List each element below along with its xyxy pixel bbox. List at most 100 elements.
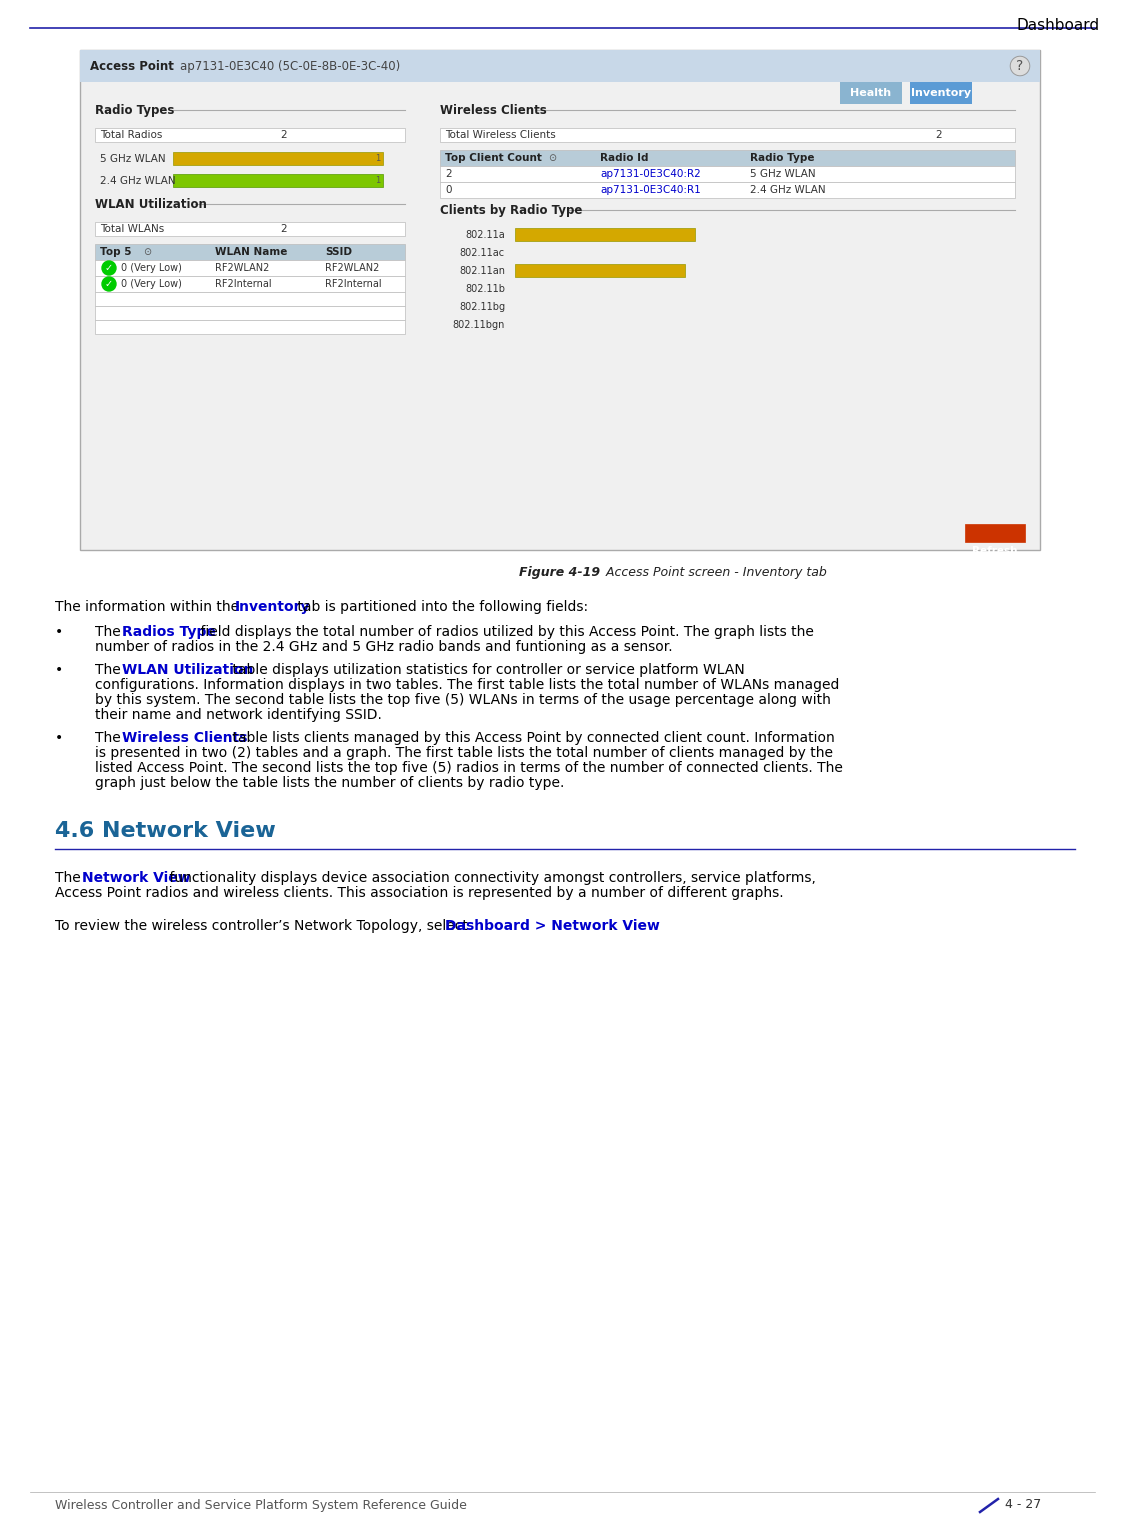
Text: functionality displays device association connectivity amongst controllers, serv: functionality displays device associatio… [165,871,816,884]
Text: configurations. Information displays in two tables. The first table lists the to: configurations. Information displays in … [94,678,839,692]
Text: 802.11bg: 802.11bg [459,302,505,313]
Text: Access Point radios and wireless clients. This association is represented by a n: Access Point radios and wireless clients… [55,886,784,900]
Text: ap7131-0E3C40:R2: ap7131-0E3C40:R2 [600,168,701,179]
Text: field displays the total number of radios utilized by this Access Point. The gra: field displays the total number of radio… [196,625,813,639]
Text: RF2Internal: RF2Internal [325,279,381,290]
FancyBboxPatch shape [94,221,405,237]
Text: number of radios in the 2.4 GHz and 5 GHz radio bands and funtioning as a sensor: number of radios in the 2.4 GHz and 5 GH… [94,640,673,654]
FancyBboxPatch shape [94,306,405,320]
Text: 802.11a: 802.11a [466,231,505,240]
Text: WLAN Name: WLAN Name [215,247,287,256]
Text: tab is partitioned into the following fields:: tab is partitioned into the following fi… [292,601,588,614]
Text: table displays utilization statistics for controller or service platform WLAN: table displays utilization statistics fo… [228,663,745,677]
FancyBboxPatch shape [440,165,1015,182]
FancyBboxPatch shape [173,174,382,187]
Text: 4 - 27: 4 - 27 [1005,1499,1042,1511]
Text: Access Point screen - Inventory tab: Access Point screen - Inventory tab [598,566,827,578]
Text: by this system. The second table lists the top five (5) WLANs in terms of the us: by this system. The second table lists t… [94,693,831,707]
FancyBboxPatch shape [965,523,1025,542]
Text: Figure 4-19: Figure 4-19 [520,566,601,578]
FancyBboxPatch shape [515,228,695,241]
Text: ?: ? [1016,59,1024,73]
Text: Top Client Count: Top Client Count [446,153,542,162]
Text: Radios Type: Radios Type [122,625,216,639]
Text: Inventory: Inventory [235,601,311,614]
Text: 1: 1 [375,155,380,162]
Text: 802.11an: 802.11an [459,265,505,276]
Text: Radio Types: Radio Types [94,103,174,117]
Text: Access Point: Access Point [90,59,174,73]
Text: Wireless Controller and Service Platform System Reference Guide: Wireless Controller and Service Platform… [55,1499,467,1511]
Text: Network View: Network View [82,871,190,884]
Text: 0: 0 [446,185,451,196]
Text: •: • [55,663,63,677]
Text: Total Radios: Total Radios [100,130,162,140]
FancyBboxPatch shape [94,259,405,276]
Circle shape [102,261,116,275]
Text: ap7131-0E3C40:R1: ap7131-0E3C40:R1 [600,185,701,196]
Text: SSID: SSID [325,247,352,256]
Text: ⊙: ⊙ [143,247,151,256]
FancyBboxPatch shape [515,264,685,278]
FancyBboxPatch shape [80,50,1040,551]
Text: ap7131-0E3C40 (5C-0E-8B-0E-3C-40): ap7131-0E3C40 (5C-0E-8B-0E-3C-40) [180,59,400,73]
Text: graph just below the table lists the number of clients by radio type.: graph just below the table lists the num… [94,777,565,790]
Text: ⊙: ⊙ [548,153,556,162]
Text: 2: 2 [446,168,451,179]
Text: 5 GHz WLAN: 5 GHz WLAN [750,168,816,179]
Text: Radio Type: Radio Type [750,153,814,162]
Text: ✓: ✓ [105,262,112,273]
Text: Refresh: Refresh [972,546,1018,557]
Text: listed Access Point. The second lists the top five (5) radios in terms of the nu: listed Access Point. The second lists th… [94,762,843,775]
Text: 802.11b: 802.11b [465,284,505,294]
Circle shape [102,278,116,291]
FancyBboxPatch shape [80,50,1040,82]
FancyBboxPatch shape [840,82,902,105]
Text: 2.4 GHz WLAN: 2.4 GHz WLAN [100,176,176,187]
Text: The: The [94,625,125,639]
Text: •: • [55,731,63,745]
Text: .: . [608,919,612,933]
Text: their name and network identifying SSID.: their name and network identifying SSID. [94,708,381,722]
Text: •: • [55,625,63,639]
Text: Wireless Clients: Wireless Clients [122,731,248,745]
FancyBboxPatch shape [94,320,405,334]
Text: Top 5: Top 5 [100,247,132,256]
Text: RF2WLAN2: RF2WLAN2 [215,262,269,273]
Text: RF2Internal: RF2Internal [215,279,271,290]
Text: Dashboard: Dashboard [1017,18,1100,33]
Text: 4.6 Network View: 4.6 Network View [55,821,276,840]
Text: Wireless Clients: Wireless Clients [440,103,547,117]
Text: Total Wireless Clients: Total Wireless Clients [446,130,556,140]
Text: 2: 2 [280,130,287,140]
Text: 802.11bgn: 802.11bgn [452,320,505,331]
Text: The: The [55,871,86,884]
FancyBboxPatch shape [440,150,1015,165]
FancyBboxPatch shape [440,182,1015,199]
FancyBboxPatch shape [910,82,972,105]
Text: Radio Id: Radio Id [600,153,648,162]
Text: The: The [94,663,125,677]
Text: ✓: ✓ [105,279,112,290]
Text: Health: Health [850,88,892,99]
FancyBboxPatch shape [94,244,405,259]
Text: is presented in two (2) tables and a graph. The first table lists the total numb: is presented in two (2) tables and a gra… [94,746,832,760]
Text: 2.4 GHz WLAN: 2.4 GHz WLAN [750,185,826,196]
Text: The: The [94,731,125,745]
Text: table lists clients managed by this Access Point by connected client count. Info: table lists clients managed by this Acce… [228,731,835,745]
Text: 0 (Very Low): 0 (Very Low) [122,279,182,290]
FancyBboxPatch shape [94,127,405,143]
Text: 2: 2 [280,225,287,234]
Text: To review the wireless controller’s Network Topology, select: To review the wireless controller’s Netw… [55,919,472,933]
Text: The information within the: The information within the [55,601,243,614]
Text: 0 (Very Low): 0 (Very Low) [122,262,182,273]
FancyBboxPatch shape [94,276,405,291]
FancyBboxPatch shape [94,291,405,306]
Text: WLAN Utilization: WLAN Utilization [94,197,207,211]
Text: RF2WLAN2: RF2WLAN2 [325,262,379,273]
Text: 802.11ac: 802.11ac [460,247,505,258]
FancyBboxPatch shape [440,127,1015,143]
Text: Clients by Radio Type: Clients by Radio Type [440,203,583,217]
Text: Dashboard > Network View: Dashboard > Network View [446,919,660,933]
Text: 2: 2 [935,130,942,140]
